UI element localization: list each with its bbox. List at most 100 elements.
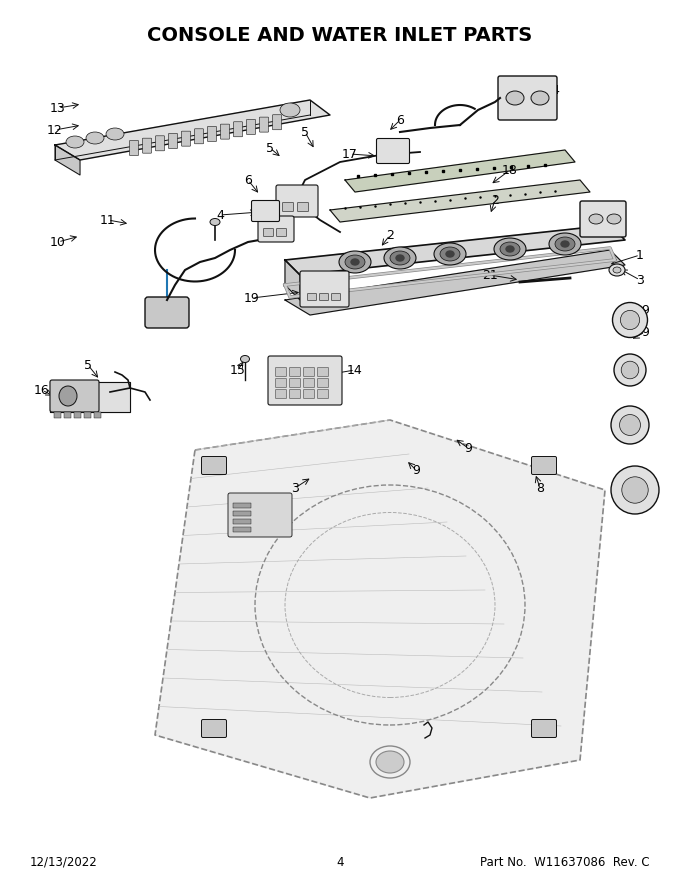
Text: 20: 20	[592, 214, 608, 226]
FancyBboxPatch shape	[498, 76, 557, 120]
FancyBboxPatch shape	[298, 202, 309, 211]
FancyBboxPatch shape	[282, 202, 294, 211]
Ellipse shape	[531, 91, 549, 105]
FancyBboxPatch shape	[233, 527, 251, 532]
Text: 6: 6	[396, 114, 404, 127]
FancyBboxPatch shape	[275, 368, 286, 377]
Ellipse shape	[613, 267, 621, 273]
Text: 9: 9	[641, 326, 649, 339]
FancyBboxPatch shape	[207, 127, 216, 142]
FancyBboxPatch shape	[532, 457, 556, 474]
Ellipse shape	[611, 466, 659, 514]
Ellipse shape	[106, 128, 124, 140]
Text: 4: 4	[216, 209, 224, 222]
Ellipse shape	[561, 241, 569, 247]
Text: 2: 2	[386, 229, 394, 241]
Ellipse shape	[384, 247, 416, 269]
Text: 14: 14	[347, 363, 363, 377]
Ellipse shape	[619, 414, 641, 436]
Ellipse shape	[494, 238, 526, 260]
FancyBboxPatch shape	[145, 297, 189, 328]
FancyBboxPatch shape	[94, 412, 101, 418]
Text: 10: 10	[50, 236, 66, 248]
Text: 18: 18	[502, 164, 518, 177]
Text: 19: 19	[244, 291, 260, 304]
Ellipse shape	[351, 259, 359, 265]
FancyBboxPatch shape	[377, 138, 409, 164]
FancyBboxPatch shape	[320, 294, 328, 300]
Text: 4: 4	[336, 855, 344, 869]
Text: 11: 11	[100, 214, 116, 226]
Ellipse shape	[66, 136, 84, 148]
FancyBboxPatch shape	[264, 229, 273, 237]
Polygon shape	[155, 420, 605, 798]
FancyBboxPatch shape	[303, 378, 314, 387]
Polygon shape	[330, 180, 590, 222]
Text: 5: 5	[301, 126, 309, 138]
FancyBboxPatch shape	[143, 138, 152, 153]
Text: Part No.  W11637086  Rev. C: Part No. W11637086 Rev. C	[480, 855, 650, 869]
FancyBboxPatch shape	[300, 271, 349, 307]
Ellipse shape	[434, 243, 466, 265]
FancyBboxPatch shape	[201, 720, 226, 737]
Text: 17: 17	[342, 148, 358, 160]
Polygon shape	[55, 145, 80, 175]
FancyBboxPatch shape	[260, 117, 269, 132]
FancyBboxPatch shape	[580, 201, 626, 237]
FancyBboxPatch shape	[318, 378, 328, 387]
FancyBboxPatch shape	[156, 136, 165, 150]
Ellipse shape	[376, 751, 404, 773]
Text: 12/13/2022: 12/13/2022	[30, 855, 98, 869]
Ellipse shape	[396, 255, 404, 261]
Ellipse shape	[613, 303, 647, 338]
Text: 2: 2	[491, 194, 499, 207]
Ellipse shape	[339, 251, 371, 273]
Ellipse shape	[620, 311, 640, 330]
Polygon shape	[55, 100, 330, 160]
FancyBboxPatch shape	[201, 457, 226, 474]
Ellipse shape	[611, 406, 649, 444]
FancyBboxPatch shape	[228, 493, 292, 537]
Ellipse shape	[59, 386, 77, 406]
FancyBboxPatch shape	[258, 216, 294, 242]
Ellipse shape	[446, 251, 454, 257]
FancyBboxPatch shape	[268, 356, 342, 405]
Ellipse shape	[390, 251, 410, 265]
FancyBboxPatch shape	[169, 134, 177, 149]
Text: 3: 3	[291, 481, 299, 495]
Text: 9: 9	[464, 442, 472, 454]
FancyBboxPatch shape	[275, 378, 286, 387]
Text: 9: 9	[412, 464, 420, 476]
FancyBboxPatch shape	[233, 511, 251, 516]
FancyBboxPatch shape	[64, 412, 71, 418]
Ellipse shape	[555, 237, 575, 251]
Ellipse shape	[549, 233, 581, 255]
Polygon shape	[345, 150, 575, 192]
Ellipse shape	[440, 247, 460, 261]
Ellipse shape	[210, 218, 220, 225]
FancyBboxPatch shape	[273, 114, 282, 129]
FancyBboxPatch shape	[50, 380, 99, 412]
FancyBboxPatch shape	[54, 412, 61, 418]
Text: 13: 13	[50, 101, 66, 114]
FancyBboxPatch shape	[290, 378, 301, 387]
FancyBboxPatch shape	[276, 185, 318, 217]
Ellipse shape	[589, 214, 603, 224]
FancyBboxPatch shape	[246, 120, 256, 135]
Text: 12: 12	[47, 123, 63, 136]
Polygon shape	[50, 382, 130, 412]
Ellipse shape	[506, 91, 524, 105]
Text: 5: 5	[84, 358, 92, 371]
Text: 1: 1	[636, 248, 644, 261]
Text: CONSOLE AND WATER INLET PARTS: CONSOLE AND WATER INLET PARTS	[148, 26, 532, 45]
FancyBboxPatch shape	[275, 390, 286, 399]
FancyBboxPatch shape	[303, 390, 314, 399]
FancyBboxPatch shape	[290, 390, 301, 399]
FancyBboxPatch shape	[129, 141, 139, 156]
Ellipse shape	[622, 477, 648, 503]
FancyBboxPatch shape	[84, 412, 91, 418]
FancyBboxPatch shape	[290, 368, 301, 377]
Text: 9: 9	[641, 304, 649, 317]
Text: 4: 4	[551, 84, 559, 97]
Text: 3: 3	[636, 274, 644, 287]
